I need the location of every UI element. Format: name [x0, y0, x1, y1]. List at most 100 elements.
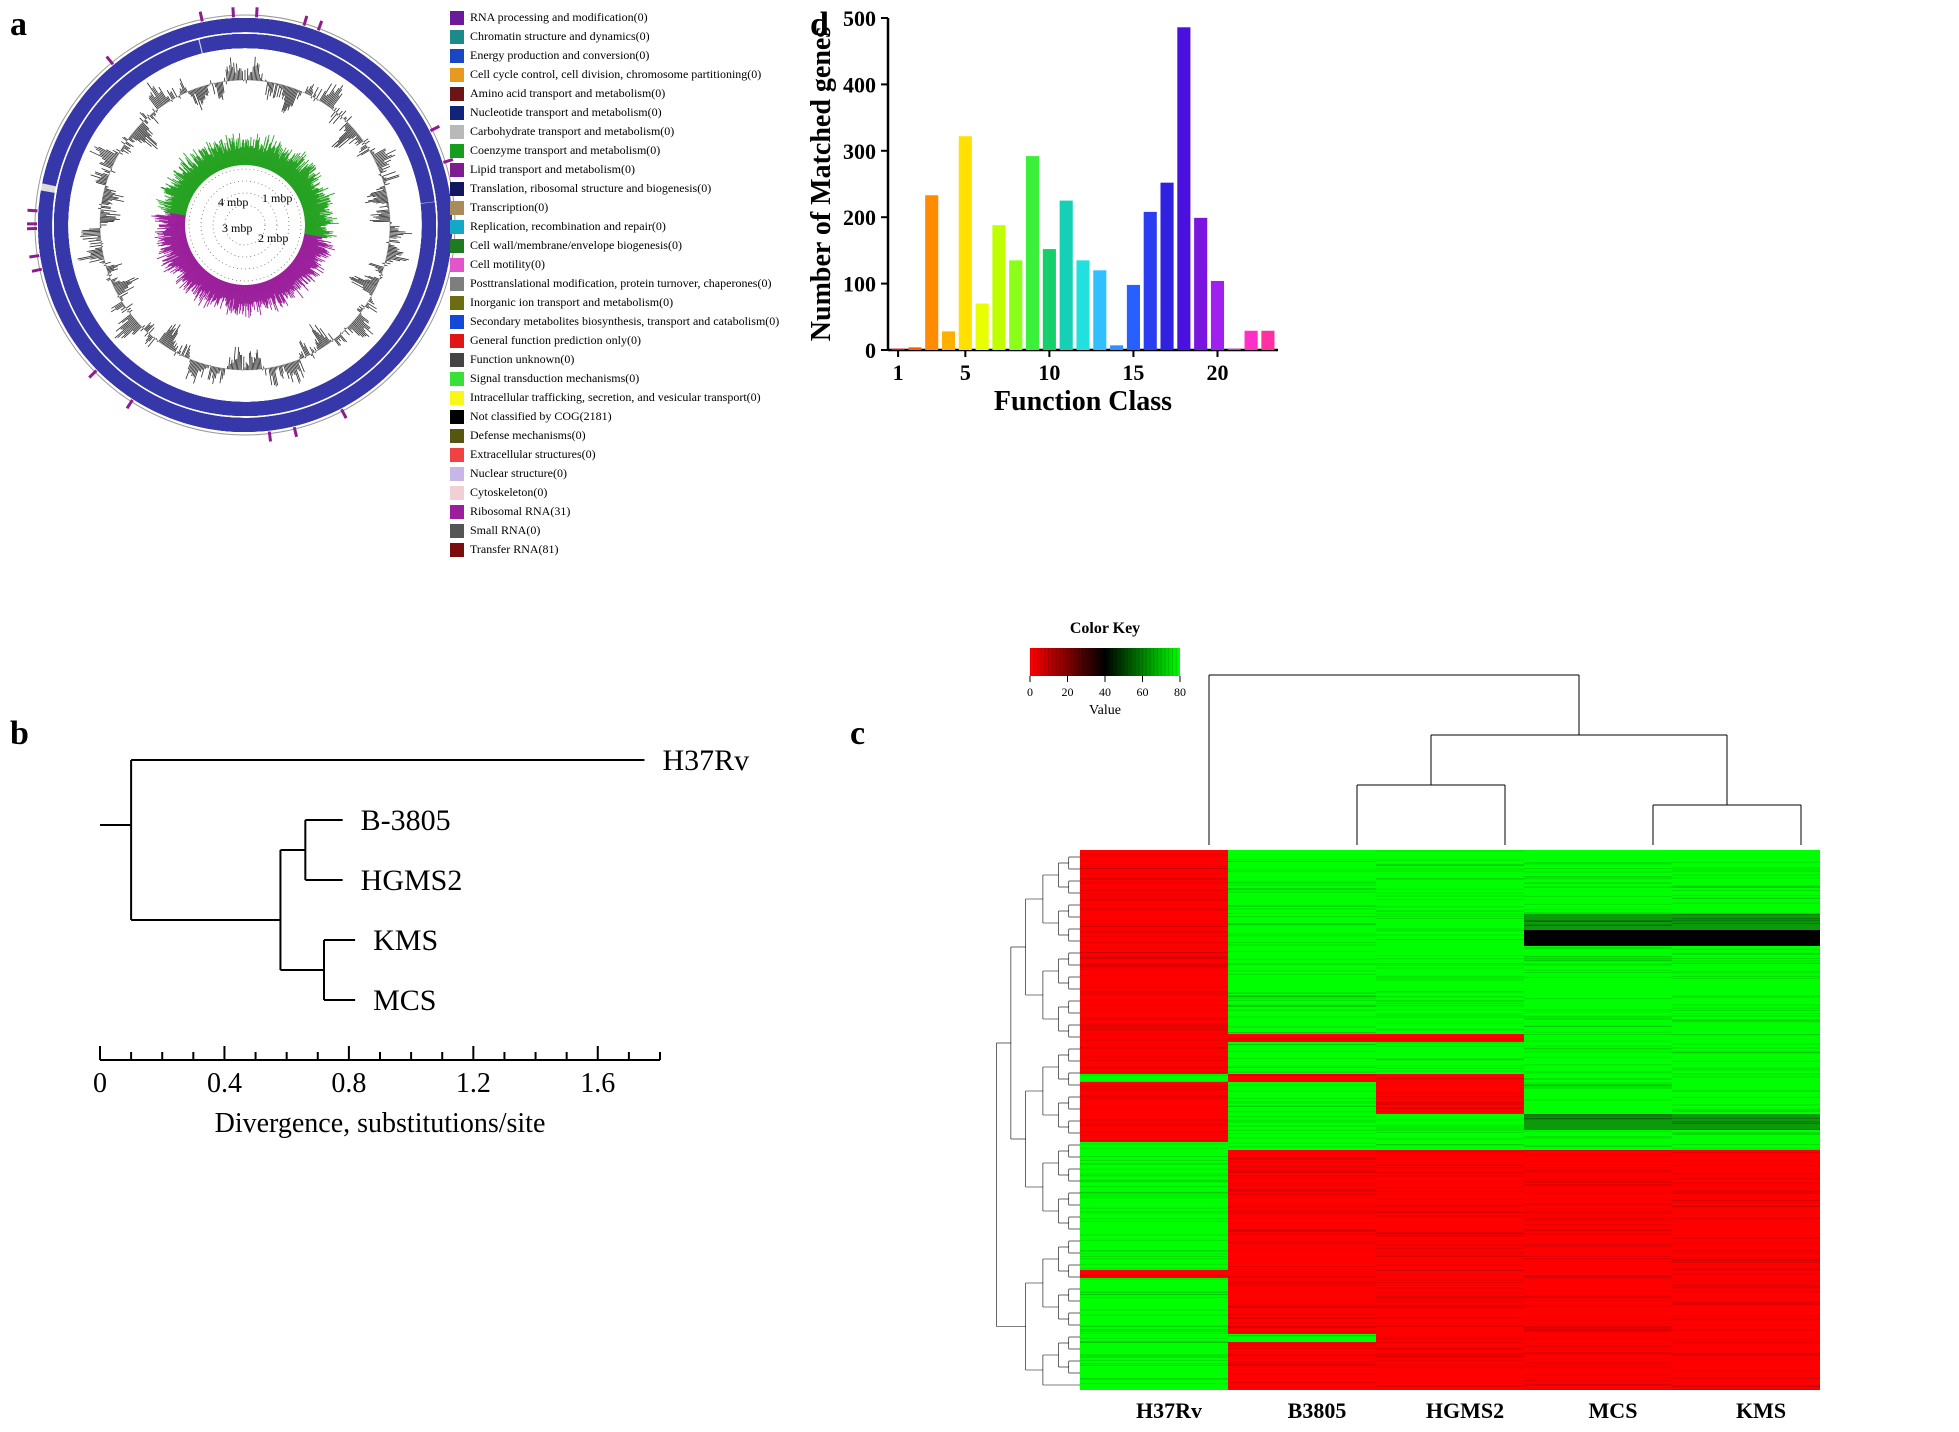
- legend-swatch: [450, 296, 464, 310]
- bar: [1043, 249, 1056, 350]
- legend-swatch: [450, 315, 464, 329]
- legend-item: Small RNA(0): [450, 521, 779, 540]
- legend-label: Defense mechanisms(0): [470, 426, 586, 445]
- legend-label: Carbohydrate transport and metabolism(0): [470, 122, 674, 141]
- legend-item: Transcription(0): [450, 198, 779, 217]
- svg-text:1: 1: [893, 360, 904, 385]
- bar: [1009, 260, 1022, 350]
- legend-item: Extracellular structures(0): [450, 445, 779, 464]
- phylogenetic-tree: H37RvB-3805HGMS2KMSMCS00.40.81.21.6Diver…: [60, 740, 780, 1170]
- heatmap: [1080, 850, 1820, 1395]
- bar: [959, 136, 972, 350]
- bar: [942, 331, 955, 350]
- legend-label: General function prediction only(0): [470, 331, 641, 350]
- legend-item: Replication, recombination and repair(0): [450, 217, 779, 236]
- legend-swatch: [450, 467, 464, 481]
- legend-swatch: [450, 87, 464, 101]
- legend-swatch: [450, 125, 464, 139]
- legend-item: Not classified by COG(2181): [450, 407, 779, 426]
- legend-label: Cytoskeleton(0): [470, 483, 547, 502]
- legend-item: Cytoskeleton(0): [450, 483, 779, 502]
- svg-text:Function Class: Function Class: [994, 386, 1172, 417]
- svg-text:0.8: 0.8: [331, 1068, 366, 1099]
- legend-item: General function prediction only(0): [450, 331, 779, 350]
- svg-text:0: 0: [93, 1068, 107, 1099]
- color-key-title: Color Key: [1020, 620, 1190, 638]
- legend-swatch: [450, 353, 464, 367]
- column-dendrogram: [1135, 665, 1815, 845]
- legend-swatch: [450, 391, 464, 405]
- legend-swatch: [450, 49, 464, 63]
- legend-label: RNA processing and modification(0): [470, 8, 648, 27]
- bar: [908, 347, 921, 350]
- legend-item: Cell cycle control, cell division, chrom…: [450, 65, 779, 84]
- legend-item: Energy production and conversion(0): [450, 46, 779, 65]
- svg-text:0.4: 0.4: [207, 1068, 242, 1099]
- svg-text:300: 300: [843, 139, 876, 164]
- legend-label: Replication, recombination and repair(0): [470, 217, 666, 236]
- legend-item: Ribosomal RNA(31): [450, 502, 779, 521]
- legend-label: Inorganic ion transport and metabolism(0…: [470, 293, 673, 312]
- legend-label: Small RNA(0): [470, 521, 540, 540]
- legend-label: Lipid transport and metabolism(0): [470, 160, 635, 179]
- svg-text:Number of Matched genes: Number of Matched genes: [810, 27, 837, 342]
- panel-c-label: c: [850, 715, 865, 753]
- legend-swatch: [450, 277, 464, 291]
- bar: [1194, 218, 1207, 350]
- panel-d: 010020030040050015101520Number of Matche…: [810, 0, 1290, 420]
- svg-text:2 mbp: 2 mbp: [258, 231, 288, 245]
- bar: [992, 225, 1005, 350]
- svg-text:MCS: MCS: [373, 984, 436, 1017]
- svg-text:20: 20: [1206, 360, 1228, 385]
- circos-plot: 1 mbp2 mbp3 mbp4 mbp: [30, 10, 460, 440]
- legend-label: Transcription(0): [470, 198, 548, 217]
- heatmap-column-label: MCS: [1553, 1398, 1673, 1424]
- legend-label: Transfer RNA(81): [470, 540, 559, 559]
- svg-text:4 mbp: 4 mbp: [218, 195, 248, 209]
- legend-label: Chromatin structure and dynamics(0): [470, 27, 650, 46]
- legend-swatch: [450, 182, 464, 196]
- svg-text:H37Rv: H37Rv: [662, 744, 749, 777]
- bar: [1144, 212, 1157, 350]
- bar: [1110, 345, 1123, 350]
- legend-label: Ribosomal RNA(31): [470, 502, 570, 521]
- svg-text:0: 0: [1027, 685, 1033, 699]
- legend-item: Chromatin structure and dynamics(0): [450, 27, 779, 46]
- figure-root: a b c d 1 mbp2 mbp3 mbp4 mbp RNA process…: [0, 0, 1959, 1432]
- svg-text:400: 400: [843, 72, 876, 97]
- legend-item: Carbohydrate transport and metabolism(0): [450, 122, 779, 141]
- legend-swatch: [450, 163, 464, 177]
- legend-swatch: [450, 543, 464, 557]
- legend-item: Posttranslational modification, protein …: [450, 274, 779, 293]
- bar: [1261, 331, 1274, 350]
- legend-swatch: [450, 258, 464, 272]
- bar: [1093, 270, 1106, 350]
- svg-text:10: 10: [1038, 360, 1060, 385]
- legend-item: Signal transduction mechanisms(0): [450, 369, 779, 388]
- legend-item: Defense mechanisms(0): [450, 426, 779, 445]
- legend-item: Amino acid transport and metabolism(0): [450, 84, 779, 103]
- bar: [1060, 201, 1073, 350]
- legend-swatch: [450, 11, 464, 25]
- svg-text:40: 40: [1099, 685, 1111, 699]
- svg-text:Value: Value: [1089, 703, 1121, 718]
- bar: [925, 195, 938, 350]
- legend-label: Secondary metabolites biosynthesis, tran…: [470, 312, 779, 331]
- legend-swatch: [450, 448, 464, 462]
- svg-text:20: 20: [1062, 685, 1074, 699]
- legend-item: Nucleotide transport and metabolism(0): [450, 103, 779, 122]
- bar: [1177, 27, 1190, 350]
- svg-text:1 mbp: 1 mbp: [262, 191, 292, 205]
- legend-swatch: [450, 505, 464, 519]
- heatmap-column-label: KMS: [1701, 1398, 1821, 1424]
- svg-text:1.6: 1.6: [580, 1068, 615, 1099]
- svg-text:HGMS2: HGMS2: [361, 864, 463, 897]
- legend-item: Coenzyme transport and metabolism(0): [450, 141, 779, 160]
- svg-text:Divergence, substitutions/site: Divergence, substitutions/site: [215, 1108, 546, 1139]
- legend-label: Posttranslational modification, protein …: [470, 274, 771, 293]
- legend-label: Cell motility(0): [470, 255, 545, 274]
- bar: [1245, 331, 1258, 350]
- panel-b: H37RvB-3805HGMS2KMSMCS00.40.81.21.6Diver…: [0, 700, 800, 1200]
- legend-swatch: [450, 524, 464, 538]
- legend-label: Coenzyme transport and metabolism(0): [470, 141, 660, 160]
